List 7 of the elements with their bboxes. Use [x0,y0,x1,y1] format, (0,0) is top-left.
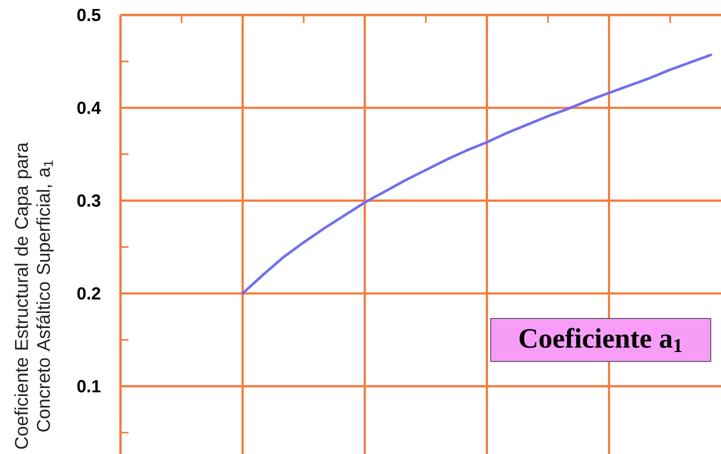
y-tick-label: 0.1 [77,380,100,392]
y-tick-label: 0.3 [77,194,100,207]
y-tick-label: 0.5 [77,8,100,22]
y-axis-title: Coeficiente Estructural de Capa para Concreto Asfáltico Superficial, a$_{1}$ [14,142,54,449]
y-tick-label: 0.2 [77,287,100,300]
annotation: Coeficiente a$_{1}$ [520,328,682,352]
y-tick-label: 0.4 [77,102,101,114]
